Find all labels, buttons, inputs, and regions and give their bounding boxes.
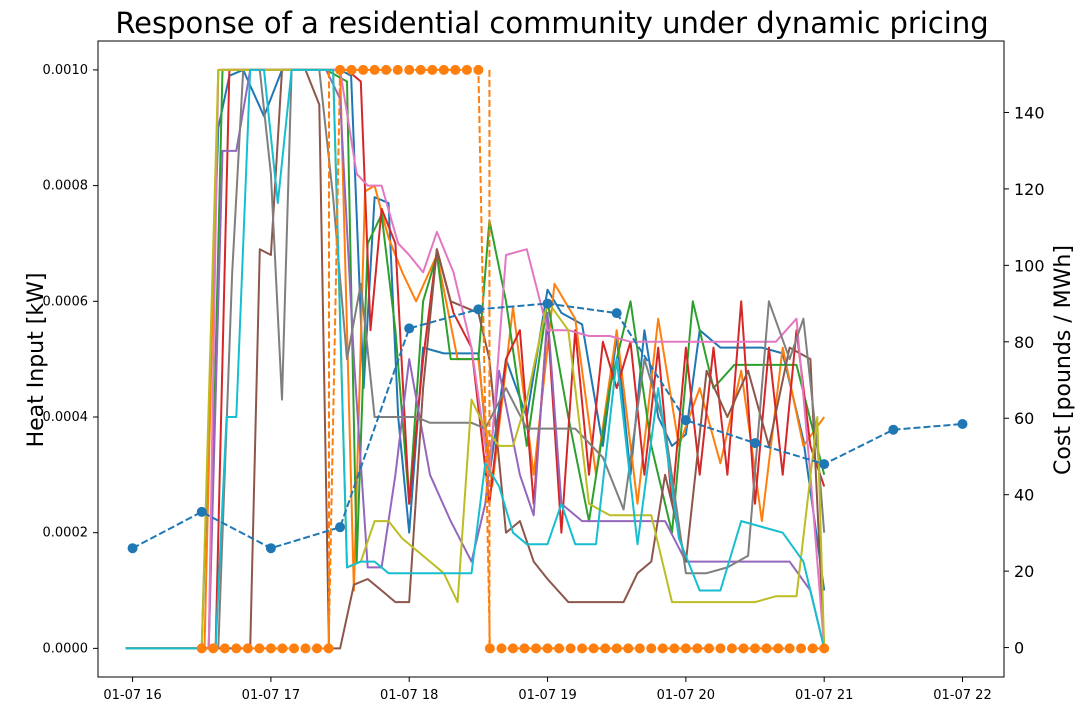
price-series-point xyxy=(265,543,276,554)
price-series-point xyxy=(750,438,761,449)
price-series-point xyxy=(680,415,691,426)
x-tick-label: 01-07 17 xyxy=(242,688,300,703)
control-series-point xyxy=(726,643,737,654)
price-series-point xyxy=(196,506,207,517)
price-series-point xyxy=(819,459,830,470)
control-series-point xyxy=(196,643,207,654)
control-series-point xyxy=(715,643,726,654)
control-series-point xyxy=(796,643,807,654)
x-tick-label: 01-07 18 xyxy=(380,688,438,703)
y-right-tick-label: 140 xyxy=(1014,103,1045,122)
chart-title: Response of a residential community unde… xyxy=(115,6,988,40)
control-series-point xyxy=(219,643,230,654)
control-series-point xyxy=(784,643,795,654)
control-series-point xyxy=(761,643,772,654)
control-series-point xyxy=(254,643,265,654)
control-series-point xyxy=(323,643,334,654)
control-series-point xyxy=(415,64,426,75)
axes-layer: 01-07 16 01-07 17 01-07 18 01-07 19 01-07 20… xyxy=(43,40,1045,703)
control-series-point xyxy=(623,643,634,654)
control-series-point xyxy=(657,643,668,654)
control-series-point xyxy=(496,643,507,654)
control-series-point xyxy=(484,643,495,654)
control-series-point xyxy=(588,643,599,654)
control-series-point xyxy=(461,64,472,75)
control-series-point xyxy=(346,64,357,75)
y-right-tick-label: 40 xyxy=(1014,486,1034,505)
price-series-point xyxy=(335,522,346,533)
control-series-point xyxy=(231,643,242,654)
y-right-tick-label: 100 xyxy=(1014,256,1045,275)
control-series-point xyxy=(819,643,830,654)
y-axis-label-right: Cost [pounds / MWh] xyxy=(1051,245,1076,475)
price-series-point xyxy=(542,298,553,309)
x-tick-label: 01-07 20 xyxy=(657,688,715,703)
control-series-point xyxy=(265,643,276,654)
control-series-point xyxy=(646,643,657,654)
price-series-point xyxy=(888,424,899,435)
y-left-tick-label: 0.0010 xyxy=(43,63,89,78)
y-left-tick-label: 0.0006 xyxy=(43,294,89,309)
y-right-tick-label: 120 xyxy=(1014,180,1045,199)
control-series-point xyxy=(392,64,403,75)
y-left-tick-label: 0.0008 xyxy=(43,179,89,194)
control-series-point xyxy=(680,643,691,654)
control-series-point xyxy=(450,64,461,75)
y-right-tick-label: 60 xyxy=(1014,409,1034,428)
control-series-point xyxy=(277,643,288,654)
control-series-point xyxy=(703,643,714,654)
control-series-point xyxy=(738,643,749,654)
control-series-point xyxy=(369,64,380,75)
price-series-point xyxy=(473,304,484,315)
household-series-line-8 xyxy=(125,68,826,650)
control-series-point xyxy=(381,64,392,75)
control-series-point xyxy=(335,64,346,75)
x-tick-label: 01-07 21 xyxy=(795,688,853,703)
control-series-point xyxy=(427,64,438,75)
control-series-point xyxy=(565,643,576,654)
control-series-point xyxy=(507,643,518,654)
control-series-point xyxy=(692,643,703,654)
y-left-tick-label: 0.0000 xyxy=(43,641,89,656)
control-series-point xyxy=(634,643,645,654)
x-tick-label: 01-07 22 xyxy=(933,688,991,703)
control-series-point xyxy=(438,64,449,75)
x-tick-label: 01-07 19 xyxy=(518,688,576,703)
control-series-point xyxy=(773,643,784,654)
control-series-point xyxy=(611,643,622,654)
price-series-point xyxy=(611,308,622,319)
price-series-point xyxy=(957,418,968,429)
plot-frame xyxy=(97,40,1005,678)
control-series-point xyxy=(289,643,300,654)
price-series-point xyxy=(404,323,415,334)
control-series-point xyxy=(311,643,322,654)
y-right-tick-label: 20 xyxy=(1014,562,1034,581)
x-tick-label: 01-07 16 xyxy=(103,688,161,703)
control-series-point xyxy=(473,64,484,75)
control-series-point xyxy=(531,643,542,654)
y-left-tick-label: 0.0004 xyxy=(43,410,89,425)
control-series-point xyxy=(577,643,588,654)
control-series-point xyxy=(404,64,415,75)
control-series-point xyxy=(519,643,530,654)
y-axis-label-left: Heat Input [kW] xyxy=(24,273,49,448)
control-series-point xyxy=(242,643,253,654)
price-series-point xyxy=(127,543,138,554)
series-layer xyxy=(125,64,968,654)
y-left-tick-label: 0.0002 xyxy=(43,526,89,541)
household-series-line-6 xyxy=(125,68,826,650)
control-series-point xyxy=(208,643,219,654)
control-series-point xyxy=(600,643,611,654)
control-series-point xyxy=(300,643,311,654)
control-series-point xyxy=(750,643,761,654)
control-series-point xyxy=(554,643,565,654)
y-right-tick-label: 80 xyxy=(1014,333,1034,352)
control-series-point xyxy=(358,64,369,75)
control-series-point xyxy=(807,643,818,654)
y-right-tick-label: 0 xyxy=(1014,639,1024,658)
household-series-line-10 xyxy=(125,68,826,650)
control-series-point xyxy=(542,643,553,654)
control-series-point xyxy=(669,643,680,654)
